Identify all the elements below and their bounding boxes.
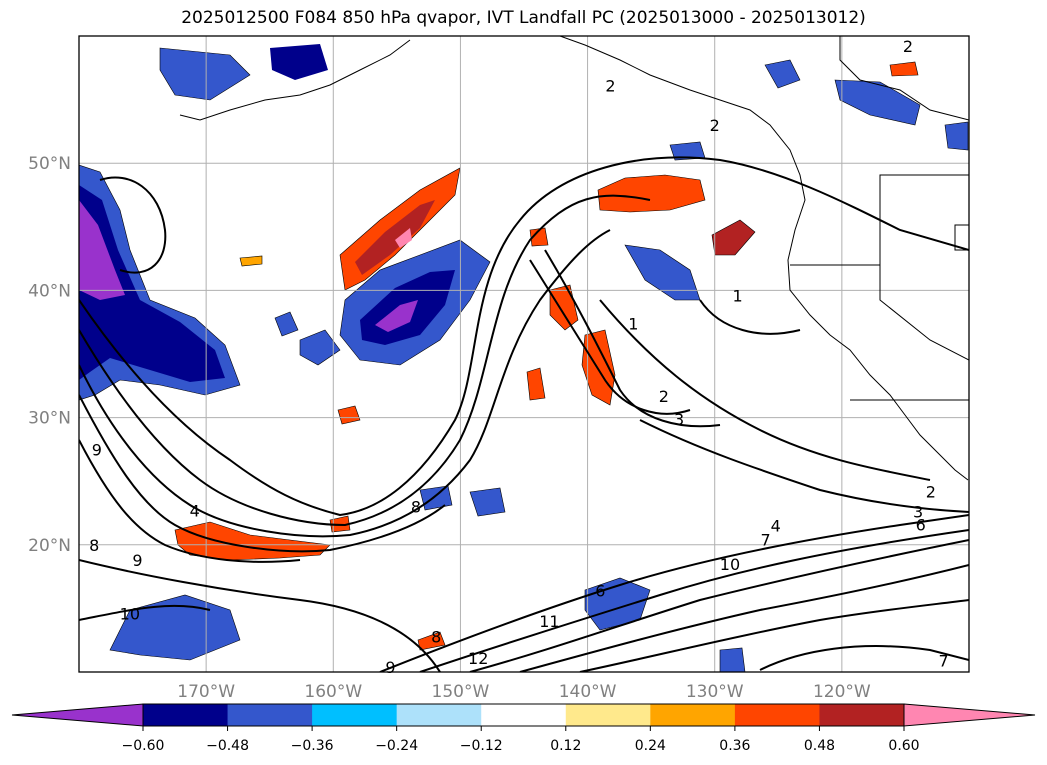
neg-fill-west-max [79, 200, 125, 300]
colorbar: −0.60 −0.48 −0.36 −0.24 −0.12 0.12 0.24 0.36 0.4… [11, 703, 1036, 754]
colorbar-extend-max [903, 703, 1036, 727]
pos-fill-central-core [355, 200, 435, 275]
neg-fill-small [270, 44, 328, 80]
pos-fill-northeast [597, 174, 706, 213]
lat-tick-label: 40°N [28, 281, 71, 301]
colorbar-segment [143, 704, 229, 726]
pos-fill-small [337, 405, 361, 425]
contour-label: 1 [733, 286, 743, 305]
contour-label: 1 [628, 314, 638, 333]
colorbar-tick-label: 0.12 [550, 738, 581, 754]
colorbar-segment [565, 704, 651, 726]
contour-label: 12 [468, 649, 488, 668]
contour-label: 9 [385, 658, 395, 677]
colorbar-segment [396, 704, 482, 726]
contour-label: 8 [431, 627, 441, 646]
contour-label: 9 [132, 551, 142, 570]
colorbar-outline [142, 703, 905, 727]
colorbar-tick-label: −0.12 [460, 738, 503, 754]
contour-label: 3 [913, 503, 923, 522]
contour-label: 3 [674, 410, 684, 429]
qvapor-anomaly-fills [79, 44, 969, 672]
colorbar-tick-label: 0.48 [804, 738, 835, 754]
colorbar-tick-label: −0.36 [291, 738, 334, 754]
lat-tick-label: 30°N [28, 409, 71, 429]
contour-label: 7 [938, 652, 948, 671]
coastlines [179, 36, 969, 481]
contour-label: 8 [411, 498, 421, 517]
contour-label: 8 [89, 536, 99, 555]
colorbar-tick-label: 0.24 [635, 738, 666, 754]
contour-label: 2 [903, 37, 913, 56]
pos-fill-small [239, 255, 263, 267]
lon-tick-label: 170°W [177, 682, 235, 702]
pos-fill-central-max [395, 228, 412, 248]
contour-label: 7 [760, 531, 770, 550]
lat-tick-label: 50°N [28, 154, 71, 174]
contour-label: 2 [710, 116, 720, 135]
contour-label: 9 [92, 440, 102, 459]
colorbar-tick-label: −0.60 [122, 738, 165, 754]
lat-tick-label: 20°N [28, 536, 71, 556]
latitude-tick-labels: 20°N 30°N 40°N 50°N [28, 154, 71, 556]
neg-fill-small [764, 59, 801, 89]
neg-fill-small [299, 329, 341, 366]
contour-label: 2 [605, 77, 615, 96]
neg-fill-small [469, 487, 506, 517]
colorbar-tick-label: 0.36 [719, 738, 750, 754]
contour-label: 10 [120, 604, 140, 623]
neg-fill-small [834, 79, 921, 126]
colorbar-segment [819, 704, 905, 726]
pos-fill-small [526, 367, 546, 401]
colorbar-segment [227, 704, 313, 726]
colorbar-tick-label: −0.48 [206, 738, 249, 754]
colorbar-segment [734, 704, 820, 726]
neg-fill-small [719, 647, 746, 672]
contour-label: 10 [720, 555, 740, 574]
ivt-contours [79, 156, 969, 672]
contour-label: 4 [771, 517, 781, 536]
contour-label: 6 [916, 515, 926, 534]
contour-label: 6 [595, 582, 605, 601]
lon-tick-label: 120°W [813, 682, 871, 702]
colorbar-segment [650, 704, 736, 726]
chart-title: 2025012500 F084 850 hPa qvapor, IVT Land… [181, 8, 866, 28]
colorbar-extend-min [11, 703, 144, 727]
neg-fill-small [419, 485, 453, 511]
contour-label: 4 [190, 501, 200, 520]
lon-tick-label: 140°W [559, 682, 617, 702]
contour-label: 2 [659, 387, 669, 406]
lon-tick-label: 160°W [304, 682, 362, 702]
pos-fill-coastal [581, 329, 616, 406]
longitude-tick-labels: 170°W 160°W 150°W 140°W 130°W 120°W [177, 682, 871, 702]
neg-fill-small [274, 311, 299, 337]
colorbar-tick-label: −0.24 [375, 738, 418, 754]
pos-fill-small [889, 61, 919, 77]
contour-label: 2 [926, 482, 936, 501]
lon-tick-label: 130°W [686, 682, 744, 702]
lon-tick-label: 150°W [432, 682, 490, 702]
neg-fill-small [159, 47, 251, 101]
neg-fill-small [944, 121, 969, 151]
colorbar-segment [481, 704, 567, 726]
neg-fill-central-max [375, 300, 418, 332]
neg-fill-west-core [79, 185, 225, 382]
contour-label: 11 [539, 612, 559, 631]
colorbar-segment [312, 704, 398, 726]
map-frame [78, 35, 970, 673]
colorbar-tick-label: 0.60 [888, 738, 919, 754]
neg-fill-small [109, 594, 241, 661]
